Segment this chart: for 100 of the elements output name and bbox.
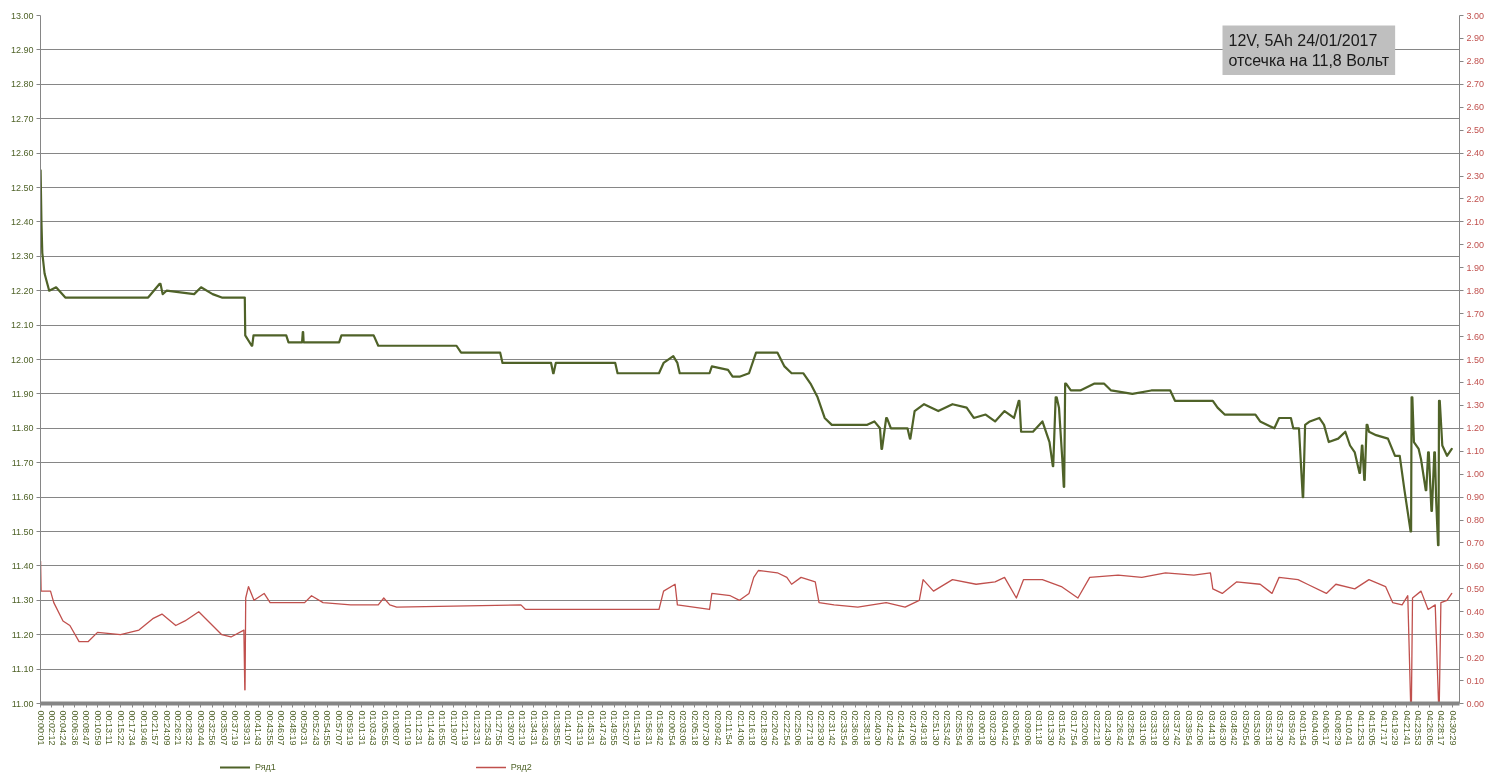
x-tick-label: 01:41:07: [563, 710, 574, 746]
y-tick-label: 13.00: [10, 10, 34, 21]
x-tick-label: 03:17:54: [1068, 710, 1079, 746]
x-tick-label: 01:54:19: [632, 710, 643, 746]
y-tick-label: 11.20: [11, 629, 34, 640]
x-tick-label: 03:53:06: [1252, 710, 1263, 746]
y2-tick-label: 2.10: [1466, 216, 1485, 227]
y2-tick-label: 0.20: [1466, 652, 1485, 663]
x-tick-label: 01:49:55: [609, 710, 620, 746]
x-tick-label: 00:41:43: [253, 710, 264, 746]
y-tick-label: 12.50: [10, 182, 34, 193]
x-tick-label: 03:48:42: [1229, 710, 1240, 746]
x-tick-label: 03:59:42: [1286, 710, 1297, 746]
y-tick-label: 11.10: [11, 664, 34, 675]
x-tick-label: 00:06:36: [69, 710, 80, 746]
x-tick-label: 03:55:18: [1263, 710, 1274, 746]
y2-tick-label: 0.40: [1466, 606, 1485, 617]
x-tick-label: 02:16:18: [747, 710, 758, 746]
x-tick-label: 02:14:06: [735, 710, 746, 746]
x-tick-label: 01:08:07: [391, 710, 402, 746]
x-tick-label: 02:53:42: [942, 710, 953, 746]
y-tick-label: 12.90: [10, 44, 34, 55]
y2-tick-label: 2.60: [1466, 102, 1485, 113]
x-tick-label: 03:42:06: [1195, 710, 1206, 746]
x-tick-label: 02:42:42: [884, 710, 895, 746]
x-tick-label: 01:16:55: [437, 710, 448, 746]
x-tick-label: 01:25:43: [483, 710, 493, 746]
y-tick-label: 11.00: [11, 698, 34, 709]
x-tick-label: 01:10:19: [402, 710, 413, 746]
y-tick-label: 11.70: [11, 457, 34, 468]
x-tick-label: 00:15:22: [115, 710, 126, 746]
y-tick-label: 12.70: [10, 113, 34, 124]
x-tick-label: 04:23:53: [1413, 710, 1424, 746]
x-tick-label: 01:47:43: [597, 710, 608, 746]
y2-tick-label: 0.10: [1466, 675, 1485, 686]
x-tick-label: 00:46:07: [276, 710, 287, 746]
x-tick-label: 04:10:41: [1344, 710, 1355, 746]
y2-tick-label: 1.60: [1466, 331, 1485, 342]
x-tick-label: 00:19:46: [138, 710, 149, 746]
y2-tick-label: 2.00: [1466, 239, 1485, 250]
x-tick-label: 00:35:07: [218, 710, 229, 746]
y2-tick-label: 2.80: [1466, 56, 1485, 67]
y-tick-label: 12.80: [10, 79, 34, 90]
y2-tick-label: 0.70: [1466, 537, 1485, 548]
y-tick-label: 11.60: [11, 492, 34, 503]
y2-tick-label: 0.90: [1466, 492, 1485, 503]
x-tick-label: 02:25:06: [793, 710, 804, 746]
x-tick-label: 00:24:09: [161, 710, 172, 746]
x-tick-label: 04:19:29: [1390, 710, 1401, 746]
x-tick-label: 04:08:29: [1332, 710, 1343, 746]
x-tick-label: 03:57:30: [1275, 710, 1286, 746]
x-tick-label: 02:20:42: [770, 710, 781, 746]
x-tick-label: 01:27:55: [494, 710, 505, 746]
legend-label: Ряд1: [255, 761, 276, 773]
y-tick-label: 12.40: [10, 216, 34, 227]
x-tick-label: 02:22:54: [781, 710, 792, 746]
x-tick-label: 03:46:30: [1218, 710, 1228, 746]
y2-tick-label: 1.30: [1466, 400, 1485, 411]
x-tick-label: 02:00:54: [666, 710, 677, 746]
x-tick-label: 00:04:24: [58, 710, 69, 746]
x-tick-label: 03:11:18: [1034, 710, 1045, 745]
x-tick-label: 02:03:06: [678, 710, 689, 746]
x-tick-label: 04:28:17: [1436, 710, 1447, 746]
x-tick-label: 04:26:05: [1424, 710, 1435, 746]
x-tick-label: 01:36:43: [540, 710, 551, 746]
x-tick-label: 00:08:47: [81, 710, 92, 746]
x-tick-label: 03:22:18: [1091, 710, 1102, 746]
x-tick-label: 00:26:21: [173, 710, 184, 746]
y-tick-label: 11.30: [11, 595, 34, 606]
annotation: 12V, 5Ah 24/01/2017: [1228, 31, 1378, 49]
x-tick-label: 00:21:57: [150, 710, 161, 746]
x-tick-label: 03:02:30: [988, 710, 999, 746]
x-tick-label: 00:54:55: [322, 710, 333, 746]
y2-tick-label: 2.50: [1466, 125, 1485, 136]
x-tick-label: 03:33:18: [1149, 710, 1160, 746]
y-tick-label: 11.50: [11, 526, 34, 537]
x-tick-label: 03:39:54: [1183, 710, 1194, 746]
x-tick-label: 00:39:31: [241, 710, 252, 746]
x-tick-label: 03:24:30: [1103, 710, 1114, 746]
x-tick-label: 01:01:31: [356, 710, 367, 746]
x-tick-label: 02:47:06: [907, 710, 918, 746]
y-tick-label: 12.60: [10, 148, 34, 159]
x-tick-label: 02:11:54: [724, 710, 735, 745]
x-tick-label: 02:29:30: [816, 710, 827, 746]
x-tick-label: 02:40:30: [873, 710, 884, 746]
x-tick-label: 03:04:42: [999, 710, 1010, 746]
x-tick-label: 03:44:18: [1206, 710, 1217, 746]
x-tick-label: 03:50:54: [1240, 710, 1251, 746]
y2-tick-label: 1.90: [1466, 262, 1485, 273]
x-tick-label: 01:32:19: [517, 710, 528, 746]
y2-tick-label: 1.50: [1466, 354, 1485, 365]
x-tick-label: 03:20:06: [1080, 710, 1091, 746]
y2-tick-label: 0.30: [1466, 629, 1485, 640]
x-tick-label: 00:30:44: [195, 710, 206, 746]
x-tick-label: 03:37:42: [1172, 710, 1183, 746]
y-tick-label: 12.10: [10, 320, 34, 331]
x-tick-label: 02:05:18: [689, 710, 700, 746]
x-tick-label: 03:00:18: [976, 710, 987, 746]
y-tick-label: 11.90: [11, 388, 34, 399]
x-tick-label: 00:13:11: [104, 710, 115, 745]
